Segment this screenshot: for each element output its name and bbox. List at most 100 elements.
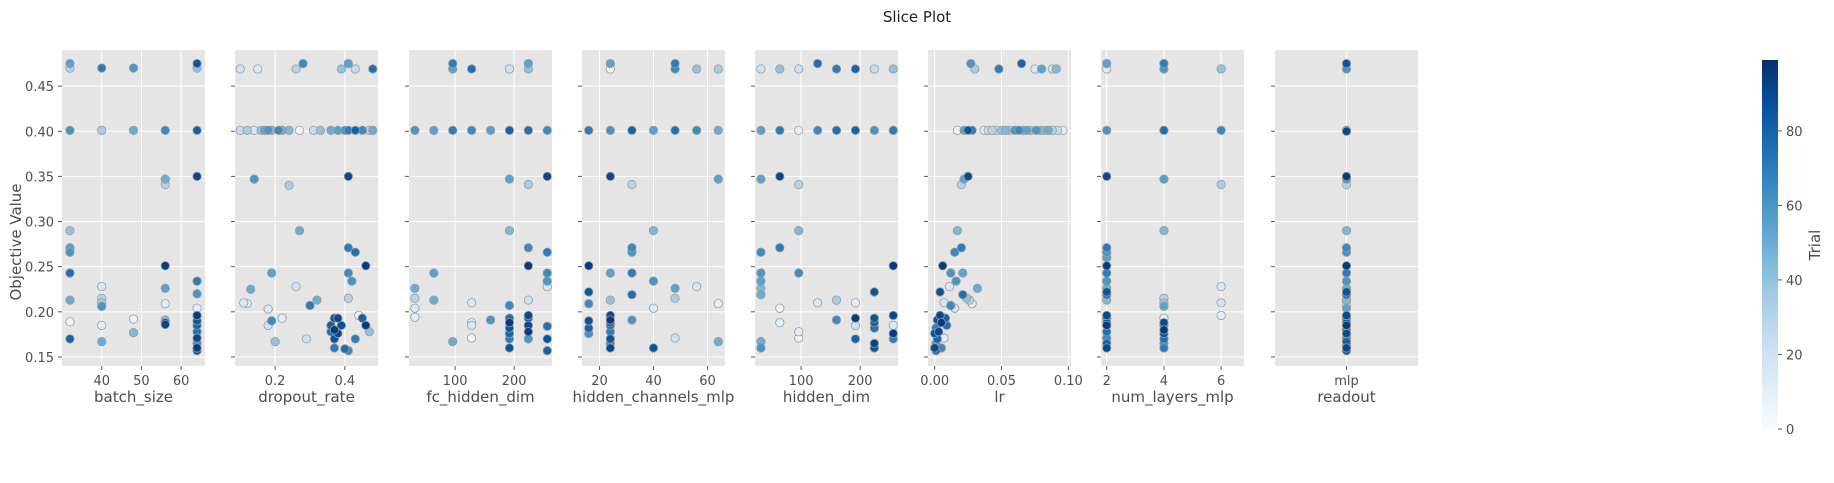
data-point	[1159, 343, 1169, 353]
data-point	[956, 243, 967, 253]
data-point	[794, 179, 804, 190]
data-point	[584, 316, 594, 326]
data-point	[523, 295, 533, 305]
x-tick-label: 6	[1217, 374, 1225, 389]
data-point	[504, 343, 515, 353]
x-tick-label: 0.05	[987, 374, 1016, 389]
data-point	[298, 58, 308, 69]
x-tick-label: 40	[645, 374, 662, 389]
x-tick-label: 0.10	[1054, 374, 1083, 389]
data-point	[542, 125, 552, 135]
colorbar-tick-label: 20	[1786, 348, 1803, 363]
data-point	[1102, 287, 1112, 297]
data-point	[504, 300, 515, 311]
x-tick-label: 100	[789, 374, 814, 389]
data-point	[775, 243, 785, 253]
data-point	[936, 318, 946, 328]
data-point	[831, 64, 842, 74]
x-axis-label: hidden_channels_mlp	[573, 388, 735, 407]
data-point	[1102, 171, 1112, 181]
data-point	[713, 337, 723, 347]
data-point	[542, 276, 552, 286]
data-point	[648, 303, 659, 313]
data-point	[329, 343, 340, 353]
data-point	[972, 283, 983, 293]
data-point	[944, 281, 954, 292]
data-point	[263, 125, 273, 135]
data-point	[1216, 298, 1226, 308]
data-point	[343, 171, 353, 181]
data-point	[504, 125, 515, 135]
data-point	[794, 225, 804, 236]
data-point	[350, 247, 360, 257]
x-tick-label: 0.00	[920, 374, 949, 389]
data-point	[1341, 328, 1352, 339]
data-point	[756, 276, 766, 286]
data-point	[350, 125, 360, 135]
data-point	[504, 64, 515, 74]
data-point	[888, 125, 898, 135]
data-point	[277, 313, 287, 323]
x-tick-label: 50	[133, 374, 150, 389]
data-point	[485, 125, 496, 135]
data-point	[97, 301, 107, 312]
data-point	[627, 290, 637, 300]
data-point	[888, 261, 898, 271]
data-point	[1102, 276, 1112, 286]
data-point	[1159, 301, 1169, 312]
data-point	[627, 125, 637, 135]
data-point	[65, 247, 75, 257]
y-tick-label: 0.30	[25, 216, 54, 231]
data-point	[315, 125, 326, 135]
data-point	[239, 298, 249, 308]
data-point	[813, 125, 823, 135]
data-point	[160, 283, 170, 293]
x-tick-label: mlp	[1334, 374, 1359, 389]
x-axis-label: readout	[1317, 388, 1375, 406]
data-point	[160, 174, 170, 184]
data-point	[267, 316, 277, 326]
colorbar-tick-label: 40	[1786, 274, 1803, 289]
data-point	[160, 319, 170, 330]
colorbar: 0 20 40 60 80 Trial	[1762, 60, 1824, 438]
data-point	[192, 171, 202, 181]
data-point	[831, 125, 842, 135]
data-point	[670, 125, 680, 135]
data-point	[343, 243, 353, 253]
data-point	[291, 64, 301, 74]
x-tick-label: 100	[443, 374, 468, 389]
x-tick-label: 60	[699, 374, 716, 389]
data-point	[333, 313, 343, 323]
data-point	[160, 299, 170, 309]
data-point	[542, 321, 552, 331]
data-point	[831, 295, 842, 305]
data-point	[65, 268, 75, 278]
x-tick-label: 200	[502, 374, 527, 389]
data-point	[775, 318, 785, 328]
data-point	[850, 334, 861, 344]
data-point	[756, 343, 766, 353]
data-point	[850, 298, 861, 308]
data-point	[605, 334, 615, 344]
data-point	[336, 320, 346, 330]
data-point	[65, 225, 75, 236]
data-point	[1102, 320, 1112, 330]
data-point	[467, 64, 477, 74]
data-point	[1216, 64, 1226, 74]
data-point	[946, 268, 956, 278]
data-point	[65, 125, 75, 135]
data-point	[192, 58, 202, 69]
data-point	[523, 179, 533, 190]
data-point	[448, 125, 458, 135]
data-point	[1341, 126, 1352, 136]
data-point	[775, 171, 785, 181]
data-point	[794, 327, 804, 337]
data-point	[648, 276, 659, 286]
data-point	[1159, 225, 1169, 236]
y-tick-label: 0.35	[25, 170, 54, 185]
data-point	[1341, 276, 1352, 286]
